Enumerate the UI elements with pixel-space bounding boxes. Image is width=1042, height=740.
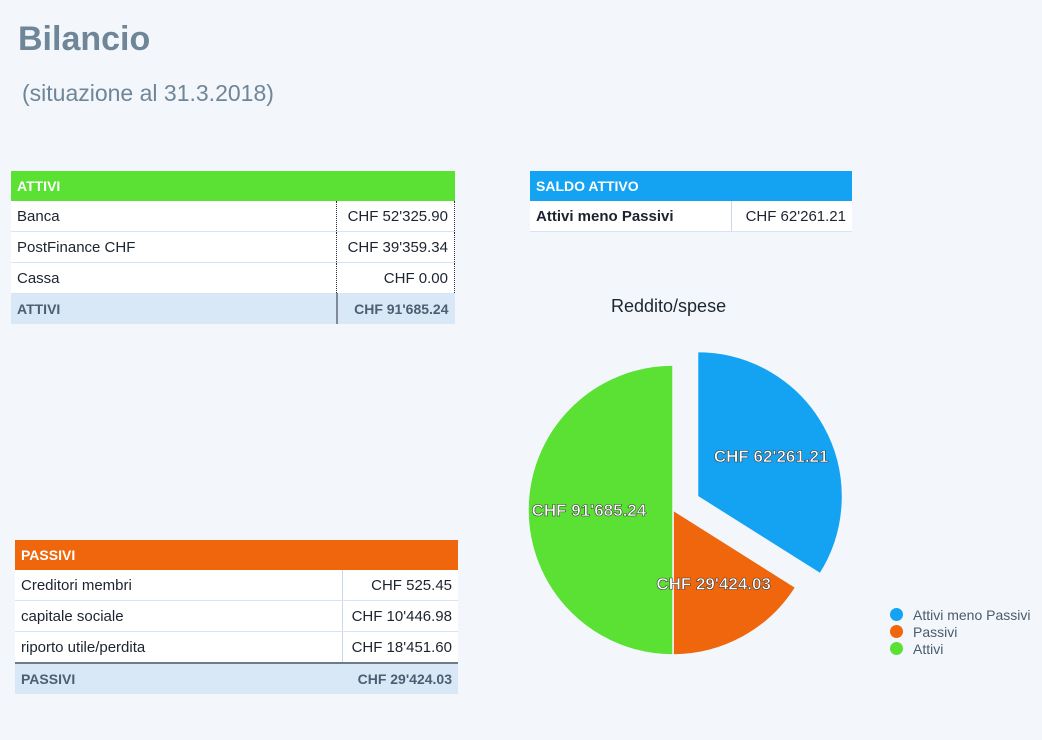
attivi-header-row: ATTIVI — [11, 171, 455, 201]
row-label: Attivi meno Passivi — [530, 201, 732, 232]
page-title: Bilancio — [18, 20, 151, 58]
table-row: Banca CHF 52'325.90 — [11, 201, 455, 232]
row-value: CHF 39'359.34 — [336, 231, 455, 263]
legend-label: Attivi meno Passivi — [913, 606, 1031, 623]
row-label: Creditori membri — [15, 570, 343, 601]
legend-item: Attivi — [890, 640, 1030, 657]
table-row: Attivi meno Passivi CHF 62'261.21 — [530, 201, 852, 232]
legend-swatch — [890, 642, 903, 655]
pie-slice — [527, 364, 674, 656]
passivi-table: PASSIVI Creditori membri CHF 525.45 capi… — [15, 540, 458, 694]
table-row: PostFinance CHF CHF 39'359.34 — [11, 231, 455, 263]
pie-data-label: CHF 91'685.24 — [532, 501, 647, 520]
attivi-header: ATTIVI — [11, 171, 455, 201]
table-row: Creditori membri CHF 525.45 — [15, 570, 458, 601]
pie-slice — [672, 508, 797, 656]
saldo-header: SALDO ATTIVO — [530, 171, 852, 201]
passivi-header: PASSIVI — [15, 540, 458, 570]
total-label: PASSIVI — [15, 662, 343, 694]
passivi-total-row: PASSIVI CHF 29'424.03 — [15, 662, 458, 694]
legend-label: Attivi — [913, 640, 944, 657]
legend-swatch — [890, 625, 903, 638]
row-label: Cassa — [11, 262, 337, 294]
legend-item: Attivi meno Passivi — [890, 606, 1030, 623]
attivi-table: ATTIVI Banca CHF 52'325.90 PostFinance C… — [11, 171, 455, 324]
total-value: CHF 29'424.03 — [342, 662, 458, 694]
row-label: riporto utile/perdita — [15, 631, 343, 664]
row-value: CHF 0.00 — [336, 262, 455, 294]
page-subtitle: (situazione al 31.3.2018) — [22, 80, 274, 106]
chart-title: Reddito/spese — [611, 296, 727, 316]
saldo-header-row: SALDO ATTIVO — [530, 171, 852, 201]
pie-data-label: CHF 29'424.03 — [656, 575, 771, 594]
legend-swatch — [890, 608, 903, 621]
row-value: CHF 52'325.90 — [336, 201, 455, 232]
row-value: CHF 62'261.21 — [731, 201, 852, 232]
pie-data-label: CHF 62'261.21 — [714, 447, 829, 466]
table-row: Cassa CHF 0.00 — [11, 262, 455, 294]
row-value: CHF 18'451.60 — [342, 631, 458, 664]
row-label: capitale sociale — [15, 600, 343, 632]
pie-slice — [696, 350, 844, 575]
legend-item: Passivi — [890, 623, 1030, 640]
table-row: capitale sociale CHF 10'446.98 — [15, 600, 458, 632]
row-label: PostFinance CHF — [11, 231, 337, 263]
saldo-table: SALDO ATTIVO Attivi meno Passivi CHF 62'… — [530, 171, 852, 232]
total-value: CHF 91'685.24 — [335, 293, 455, 324]
row-value: CHF 10'446.98 — [342, 600, 458, 632]
legend-label: Passivi — [913, 623, 958, 640]
chart-legend: Attivi meno Passivi Passivi Attivi — [890, 606, 1030, 657]
total-label: ATTIVI — [11, 293, 337, 324]
passivi-header-row: PASSIVI — [15, 540, 458, 570]
row-value: CHF 525.45 — [342, 570, 458, 601]
table-row: riporto utile/perdita CHF 18'451.60 — [15, 631, 458, 664]
attivi-total-row: ATTIVI CHF 91'685.24 — [11, 293, 455, 324]
row-label: Banca — [11, 201, 337, 232]
